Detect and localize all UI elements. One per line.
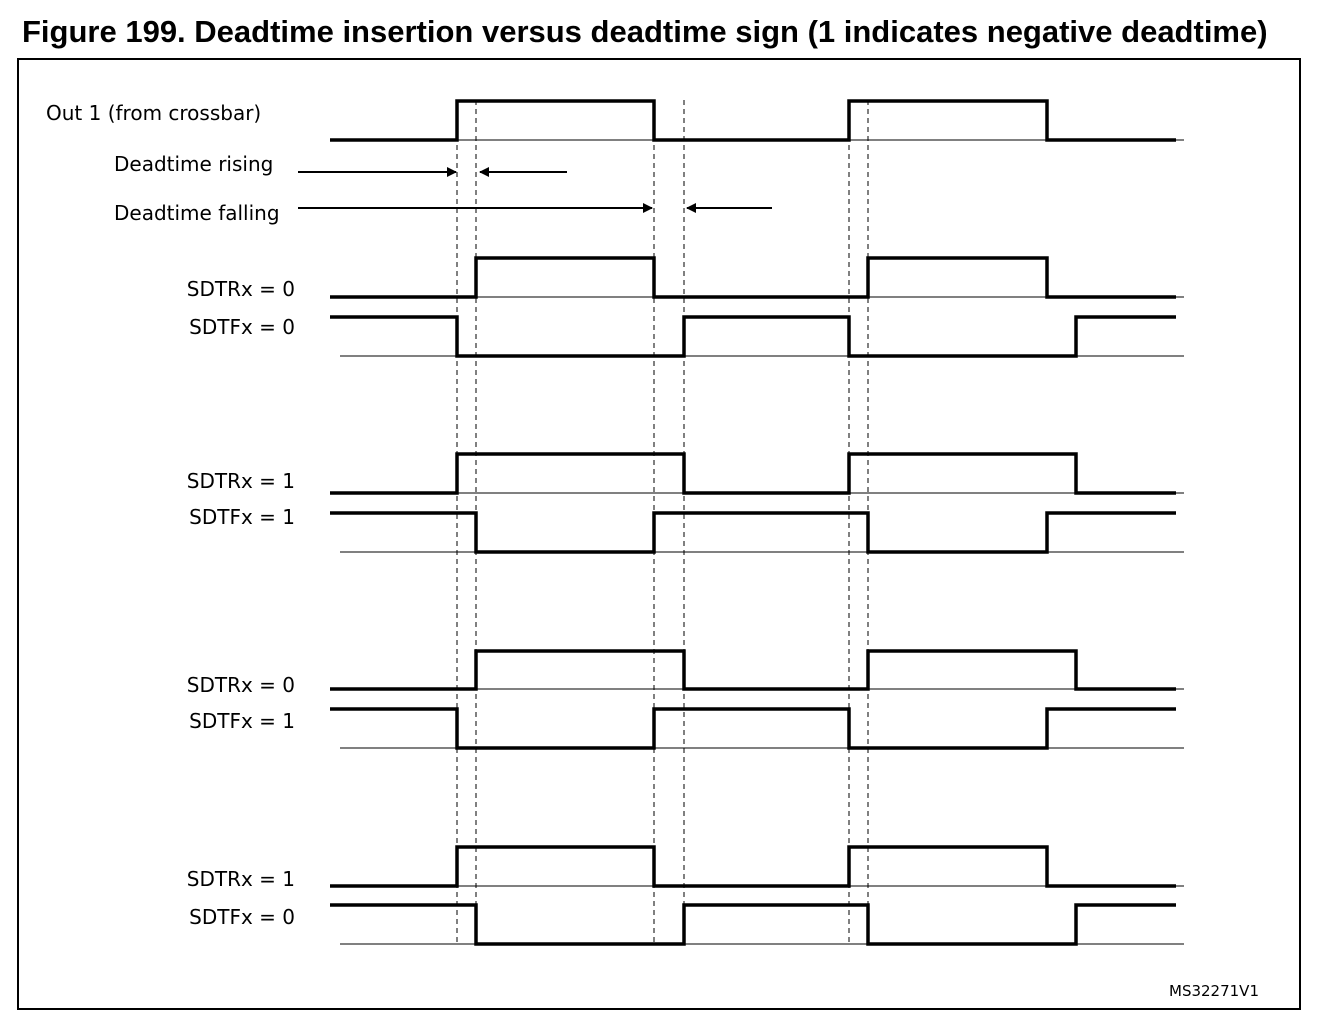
sdtf-waveform	[330, 903, 1176, 946]
sdtr-waveform	[330, 649, 1176, 691]
sdtr-waveform	[330, 452, 1176, 495]
signal-group-1: SDTRx = 0 SDTFx = 0	[187, 256, 1184, 358]
sdtf-waveform	[330, 511, 1176, 554]
figure-title: Figure 199. Deadtime insertion versus de…	[22, 14, 1268, 49]
sdtr-label: SDTRx = 0	[187, 673, 295, 697]
sdtf-waveform	[330, 707, 1176, 750]
deadtime-falling-label: Deadtime falling	[114, 201, 280, 225]
sdtf-label: SDTFx = 1	[189, 709, 295, 733]
sdtf-label: SDTFx = 0	[189, 315, 295, 339]
sdtf-label: SDTFx = 1	[189, 505, 295, 529]
signal-group-3: SDTRx = 0 SDTFx = 1	[187, 649, 1184, 750]
deadtime-rising-label: Deadtime rising	[114, 152, 273, 176]
figure-code: MS32271V1	[1169, 982, 1259, 1000]
out1-waveform	[330, 99, 1176, 142]
out1-label: Out 1 (from crossbar)	[46, 101, 261, 125]
sdtr-label: SDTRx = 0	[187, 277, 295, 301]
guide-lines	[456, 100, 869, 942]
signal-group-4: SDTRx = 1 SDTFx = 0	[187, 845, 1184, 946]
diagram-frame	[17, 58, 1301, 1010]
deadtime-falling-annotation: Deadtime falling	[114, 201, 772, 225]
sdtf-label: SDTFx = 0	[189, 905, 295, 929]
sdtr-label: SDTRx = 1	[187, 469, 295, 493]
sdtr-label: SDTRx = 1	[187, 867, 295, 891]
deadtime-rising-annotation: Deadtime rising	[114, 152, 567, 177]
sdtf-waveform	[330, 315, 1176, 358]
sdtr-waveform	[330, 256, 1176, 299]
sdtr-waveform	[330, 845, 1176, 888]
signal-group-2: SDTRx = 1 SDTFx = 1	[187, 452, 1184, 554]
out1-signal: Out 1 (from crossbar)	[46, 99, 1184, 142]
